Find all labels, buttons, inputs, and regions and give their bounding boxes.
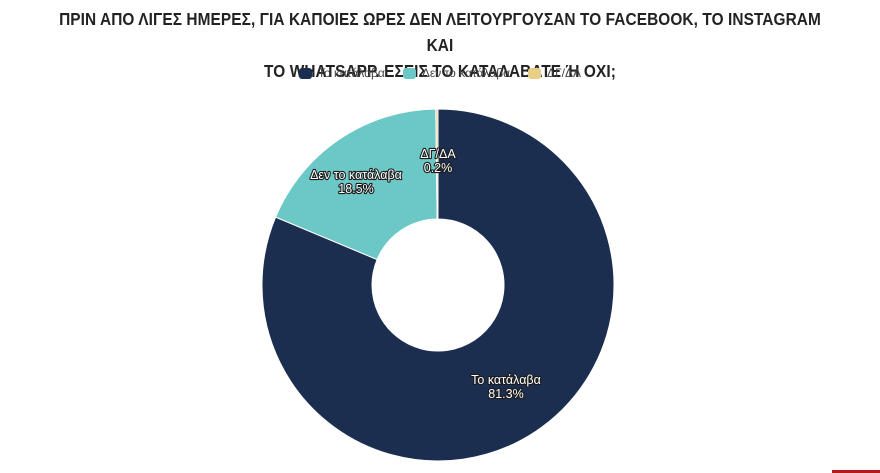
data-label-understood-value: 81.3% (488, 387, 523, 401)
slice-understood[interactable] (261, 108, 615, 462)
legend-item-not-understood[interactable]: Δεν το κατάλαβα (402, 66, 511, 80)
data-label-understood-name: Το κατάλαβα (471, 373, 541, 387)
corner-accent-bar (832, 470, 880, 473)
slice-dk-na[interactable] (435, 108, 439, 220)
data-label-dk-na-value: 0.2% (424, 161, 453, 175)
chart-legend: Το κατάλαβα Δεν το κατάλαβα ΔΓ/ΔΑ (0, 66, 880, 80)
chart-title: ΠΡΙΝ ΑΠΟ ΛΙΓΕΣ ΗΜΕΡΕΣ, ΓΙΑ ΚΑΠΟΙΕΣ ΩΡΕΣ … (53, 6, 827, 84)
legend-swatch-understood (298, 67, 312, 79)
data-label-not-understood-value: 18.5% (338, 182, 373, 196)
legend-swatch-not-understood (402, 67, 416, 79)
data-label-dk-na-name: ΔΓ/ΔΑ (420, 147, 456, 161)
legend-label-dk-na: ΔΓ/ΔΑ (547, 66, 582, 80)
legend-item-dk-na[interactable]: ΔΓ/ΔΑ (528, 66, 581, 80)
chart-title-line-2: ΤΟ WHATSAPP. ΕΣΕΙΣ ΤΟ ΚΑΤΑΛΑΒΑΤΕ Ή ΟΧΙ; (264, 61, 616, 81)
data-label-dk-na: ΔΓ/ΔΑ0.2% (419, 146, 457, 176)
legend-label-understood: Το κατάλαβα (317, 66, 385, 80)
legend-item-understood[interactable]: Το κατάλαβα (298, 66, 385, 80)
legend-swatch-dk-na (528, 67, 542, 79)
data-label-not-understood-name: Δεν το κατάλαβα (310, 168, 402, 182)
slice-not-understood[interactable] (274, 108, 438, 261)
legend-label-not-understood: Δεν το κατάλαβα (421, 66, 511, 80)
chart-title-line-1: ΠΡΙΝ ΑΠΟ ΛΙΓΕΣ ΗΜΕΡΕΣ, ΓΙΑ ΚΑΠΟΙΕΣ ΩΡΕΣ … (59, 9, 821, 55)
